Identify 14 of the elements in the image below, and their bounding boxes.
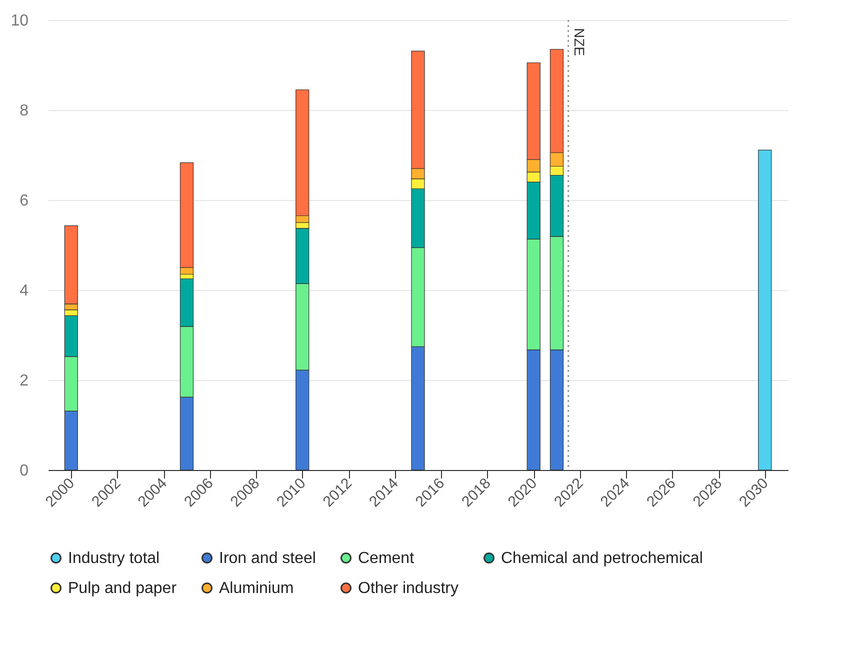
- y-tick-label: 6: [20, 192, 29, 210]
- legend-label: Other industry: [358, 580, 458, 597]
- y-tick-label: 0: [20, 462, 29, 480]
- legend-label: Pulp and paper: [68, 580, 178, 597]
- y-tick-label: 2: [20, 372, 29, 390]
- legend-label: Chemical and petrochemical: [501, 550, 703, 567]
- legend-label: Aluminium: [219, 580, 294, 597]
- legend-label: Cement: [358, 550, 415, 567]
- y-tick-label: 4: [20, 282, 29, 300]
- legend-label: Iron and steel: [219, 550, 316, 567]
- y-tick-label: 10: [10, 12, 29, 30]
- legend-label: Industry total: [68, 550, 160, 567]
- ref-line-label: NZE: [571, 28, 588, 56]
- y-tick-label: 8: [20, 102, 29, 120]
